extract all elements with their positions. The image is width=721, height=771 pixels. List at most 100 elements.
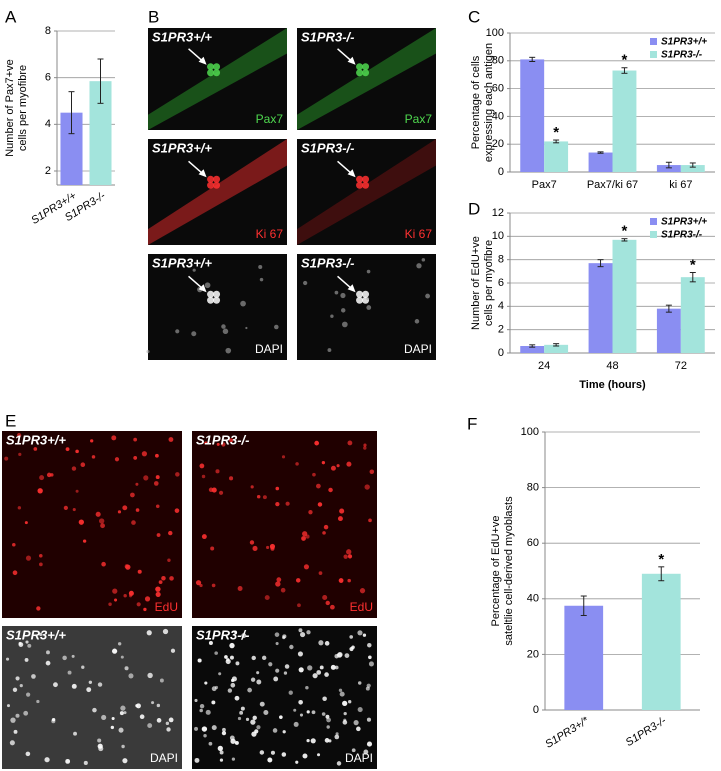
cell-spot xyxy=(303,564,310,570)
cell-spot xyxy=(356,63,364,71)
cell-spot xyxy=(274,324,279,330)
cell-spot xyxy=(267,757,273,763)
cell-spot xyxy=(347,554,353,559)
cell-spot xyxy=(357,706,363,713)
bar xyxy=(656,308,681,353)
y-axis-label: Number of EdU+ve xyxy=(470,236,482,330)
y-tick-label: 2 xyxy=(45,165,51,177)
myofibre xyxy=(148,28,287,130)
cell-spot xyxy=(285,501,290,506)
arrow-head xyxy=(198,169,207,178)
cell-spot xyxy=(6,704,10,708)
cell-spot xyxy=(366,297,370,301)
y-tick-label: 100 xyxy=(521,426,539,438)
cell-spot xyxy=(250,485,254,489)
cell-spot xyxy=(124,666,129,671)
cell-spot xyxy=(156,703,161,708)
cell-spot xyxy=(12,570,18,576)
cell-spot xyxy=(312,472,316,477)
cell-spot xyxy=(98,518,105,524)
cell-spot xyxy=(229,655,234,660)
cell-spot xyxy=(339,508,345,514)
cell-spot xyxy=(251,655,256,661)
cell-spot xyxy=(330,604,335,610)
cell-spot xyxy=(213,296,221,304)
y-tick-label: 80 xyxy=(492,55,504,67)
cell-spot xyxy=(312,673,318,679)
cell-spot xyxy=(233,630,237,634)
cell-spot xyxy=(321,461,326,465)
cell-spot xyxy=(311,710,316,715)
cell-spot xyxy=(279,715,283,719)
panel-letter: F xyxy=(467,414,477,433)
cell-spot xyxy=(300,632,306,638)
cell-spot xyxy=(37,488,43,494)
cell-spot xyxy=(194,757,200,763)
arrow-head xyxy=(198,284,207,293)
cell-spot xyxy=(221,442,226,447)
cell-spot xyxy=(231,757,236,761)
cell-spot xyxy=(175,472,180,477)
cell-spot xyxy=(362,181,370,189)
cell-spot xyxy=(46,472,52,478)
cell-spot xyxy=(281,752,287,757)
y-tick-label: 6 xyxy=(498,277,504,289)
cell-spot xyxy=(245,717,250,721)
cell-spot xyxy=(324,641,330,646)
cell-spot xyxy=(351,748,356,753)
cell-spot xyxy=(207,290,215,298)
y-tick-label: 60 xyxy=(492,83,504,95)
stain-label: Pax7 xyxy=(405,112,433,126)
cell-spot xyxy=(25,751,31,757)
legend-swatch xyxy=(650,218,657,225)
cell-spot xyxy=(166,727,171,732)
cell-spot xyxy=(346,549,352,555)
cell-spot xyxy=(143,607,147,612)
cell-spot xyxy=(250,719,256,725)
cell-spot xyxy=(281,455,286,459)
cell-spot xyxy=(275,581,281,587)
cell-spot xyxy=(137,569,142,574)
cell-spot xyxy=(18,641,22,645)
y-tick-label: 2 xyxy=(498,324,504,336)
arrow-head xyxy=(347,169,356,178)
cell-spot xyxy=(259,701,265,707)
cell-spot xyxy=(217,745,223,752)
cell-spot xyxy=(262,495,267,500)
cell-spot xyxy=(366,717,372,722)
cell-spot xyxy=(343,711,347,716)
cell-spot xyxy=(317,753,321,757)
y-tick-label: 6 xyxy=(45,72,51,84)
cell-spot xyxy=(15,676,20,681)
cell-spot xyxy=(366,269,371,274)
cell-spot xyxy=(218,490,224,495)
cell-spot xyxy=(159,678,164,683)
cell-spot xyxy=(283,671,288,675)
cell-spot xyxy=(175,329,180,334)
micrograph: S1PR3+/+ Ki 67 xyxy=(148,139,287,245)
genotype-label: S1PR3+/+ xyxy=(152,140,212,155)
cell-spot xyxy=(97,682,103,687)
y-tick-label: 12 xyxy=(492,207,504,219)
cell-spot xyxy=(340,308,346,313)
y-tick-label: 80 xyxy=(527,482,539,494)
bar xyxy=(544,141,569,172)
cell-spot xyxy=(133,437,138,442)
arrow-head xyxy=(198,56,207,65)
cell-spot xyxy=(303,280,308,286)
cell-spot xyxy=(366,741,373,747)
cell-spot xyxy=(305,534,310,539)
x-tick-label: Pax7 xyxy=(532,179,557,191)
cell-spot xyxy=(347,578,351,583)
micrograph: S1PR3-/- DAPI xyxy=(192,626,377,769)
cell-spot xyxy=(280,587,286,593)
legend-swatch xyxy=(650,38,657,45)
cell-spot xyxy=(146,350,150,354)
cell-spot xyxy=(293,708,297,712)
cell-spot xyxy=(301,536,306,541)
cell-spot xyxy=(326,717,331,723)
genotype-label: S1PR3+/+ xyxy=(152,29,212,44)
cell-spot xyxy=(17,506,22,510)
cell-spot xyxy=(229,476,234,481)
cell-spot xyxy=(289,644,294,650)
